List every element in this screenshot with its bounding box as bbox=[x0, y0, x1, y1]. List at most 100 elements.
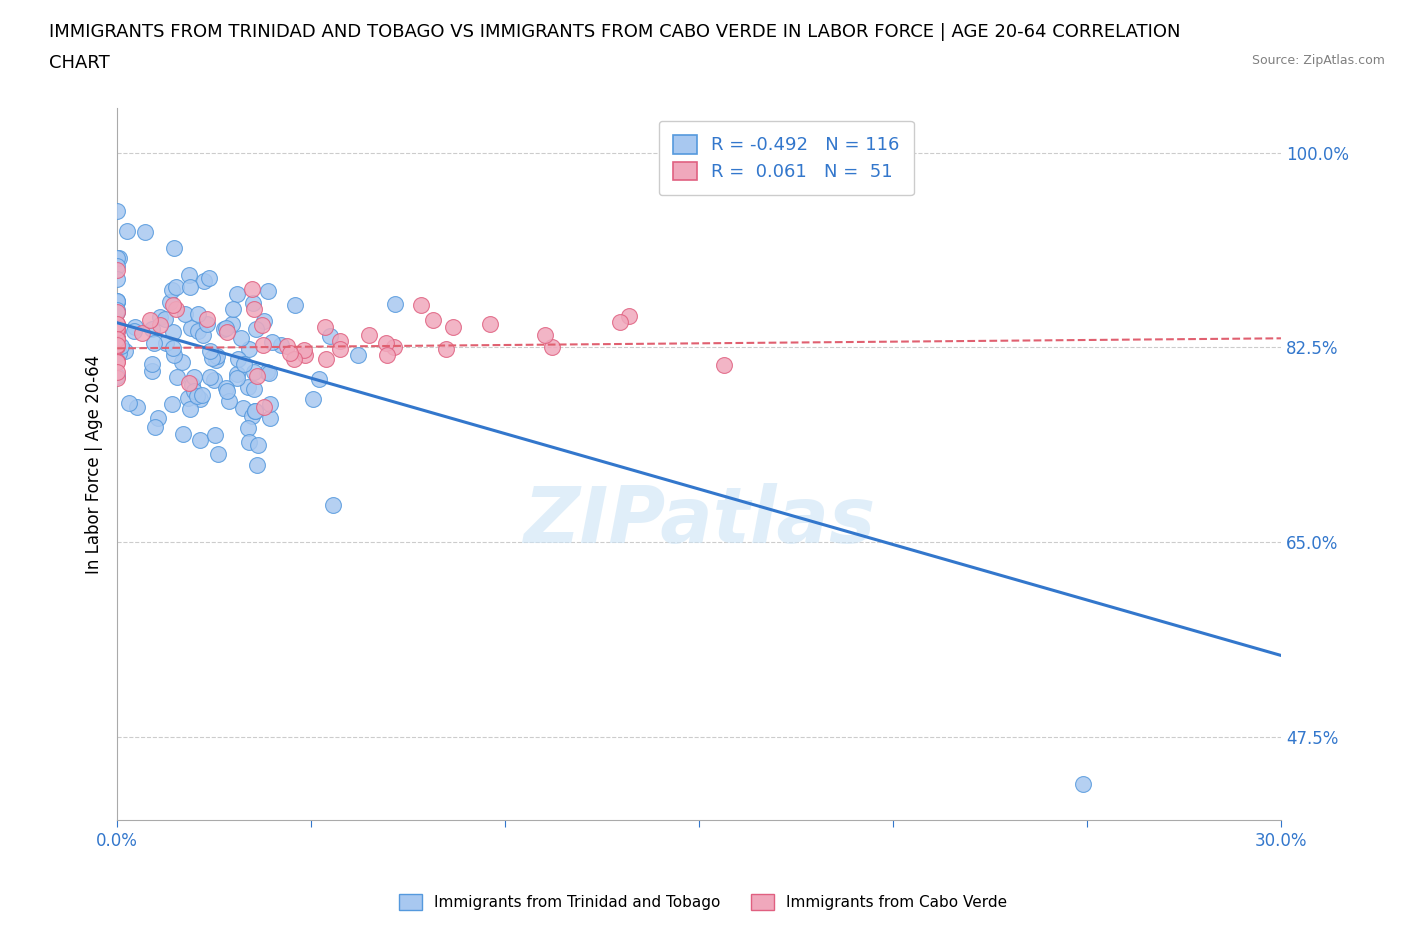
Point bbox=[226, 371, 249, 386]
Point bbox=[283, 298, 305, 312]
Point bbox=[141, 357, 163, 372]
Point bbox=[191, 388, 214, 403]
Point bbox=[382, 339, 405, 354]
Point bbox=[105, 333, 128, 348]
Point bbox=[197, 312, 219, 327]
Point bbox=[162, 283, 184, 298]
Point bbox=[198, 369, 221, 384]
Point bbox=[232, 401, 254, 416]
Point bbox=[713, 357, 735, 372]
Point bbox=[162, 340, 184, 355]
Point bbox=[177, 268, 200, 283]
Point bbox=[201, 351, 224, 365]
Point bbox=[162, 241, 184, 256]
Point bbox=[105, 262, 128, 277]
Point bbox=[115, 224, 138, 239]
Point bbox=[384, 297, 406, 312]
Point bbox=[105, 324, 128, 339]
Point bbox=[198, 271, 221, 286]
Point bbox=[105, 304, 128, 319]
Point bbox=[294, 342, 316, 357]
Point bbox=[232, 357, 254, 372]
Point bbox=[174, 307, 197, 322]
Point bbox=[225, 286, 247, 301]
Point bbox=[142, 335, 165, 350]
Point bbox=[155, 336, 177, 351]
Point bbox=[127, 400, 149, 415]
Point bbox=[252, 338, 274, 352]
Point bbox=[162, 325, 184, 339]
Point bbox=[294, 348, 316, 363]
Point bbox=[188, 392, 211, 406]
Point bbox=[162, 298, 184, 312]
Point bbox=[105, 339, 128, 354]
Point bbox=[434, 341, 457, 356]
Legend: Immigrants from Trinidad and Tobago, Immigrants from Cabo Verde: Immigrants from Trinidad and Tobago, Imm… bbox=[391, 886, 1015, 918]
Point bbox=[105, 204, 128, 219]
Point bbox=[160, 396, 183, 411]
Point bbox=[105, 294, 128, 309]
Point bbox=[195, 316, 218, 331]
Point bbox=[205, 352, 228, 367]
Point bbox=[357, 328, 380, 343]
Point bbox=[257, 284, 280, 299]
Point bbox=[243, 365, 266, 379]
Point bbox=[245, 404, 267, 418]
Point bbox=[172, 427, 194, 442]
Point bbox=[204, 428, 226, 443]
Point bbox=[478, 317, 501, 332]
Point bbox=[329, 341, 352, 356]
Point bbox=[165, 301, 187, 316]
Point bbox=[105, 321, 128, 336]
Point bbox=[319, 329, 342, 344]
Point bbox=[105, 331, 128, 346]
Point bbox=[215, 384, 238, 399]
Point bbox=[170, 354, 193, 369]
Point bbox=[105, 259, 128, 273]
Point bbox=[322, 498, 344, 512]
Point bbox=[214, 321, 236, 336]
Point bbox=[110, 339, 132, 354]
Point bbox=[105, 324, 128, 339]
Point bbox=[314, 320, 336, 335]
Point bbox=[270, 338, 292, 352]
Point bbox=[250, 318, 273, 333]
Point bbox=[149, 310, 172, 325]
Point bbox=[105, 332, 128, 347]
Point bbox=[124, 320, 146, 335]
Point bbox=[105, 316, 128, 331]
Point bbox=[243, 302, 266, 317]
Point bbox=[246, 368, 269, 383]
Text: CHART: CHART bbox=[49, 54, 110, 72]
Point bbox=[301, 392, 323, 406]
Point bbox=[105, 304, 128, 319]
Point bbox=[166, 369, 188, 384]
Point bbox=[212, 322, 235, 337]
Point bbox=[218, 393, 240, 408]
Point bbox=[540, 339, 562, 354]
Point bbox=[105, 339, 128, 354]
Point bbox=[122, 324, 145, 339]
Point bbox=[441, 319, 464, 334]
Point bbox=[141, 363, 163, 378]
Point bbox=[226, 352, 249, 366]
Point bbox=[180, 321, 202, 336]
Y-axis label: In Labor Force | Age 20-64: In Labor Force | Age 20-64 bbox=[86, 354, 103, 574]
Point bbox=[245, 322, 267, 337]
Point bbox=[105, 340, 128, 355]
Point bbox=[179, 402, 201, 417]
Point bbox=[183, 369, 205, 384]
Point bbox=[108, 251, 131, 266]
Point bbox=[315, 352, 337, 366]
Point bbox=[215, 380, 238, 395]
Point bbox=[138, 312, 160, 327]
Point bbox=[246, 458, 269, 472]
Point bbox=[193, 328, 215, 343]
Point bbox=[198, 343, 221, 358]
Point bbox=[193, 274, 215, 289]
Point bbox=[108, 345, 131, 360]
Point bbox=[240, 409, 263, 424]
Point bbox=[283, 352, 305, 367]
Point bbox=[252, 399, 274, 414]
Point bbox=[105, 353, 128, 368]
